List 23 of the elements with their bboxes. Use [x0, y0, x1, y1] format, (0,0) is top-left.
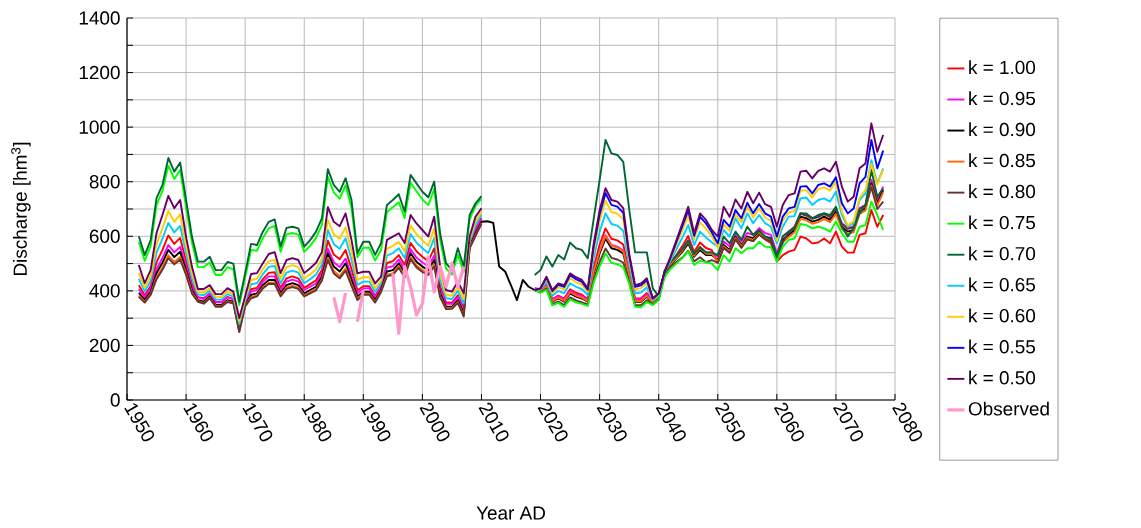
y-tick-label: 400: [89, 284, 120, 298]
y-tick-label: 0: [110, 393, 120, 407]
legend-label: k = 0.85: [969, 153, 1036, 168]
legend-label: k = 0.80: [969, 184, 1036, 199]
legend-label: Observed: [968, 401, 1049, 416]
legend-label: k = 1.00: [969, 60, 1036, 75]
legend-label: k = 0.60: [969, 308, 1036, 323]
legend-label: k = 0.75: [969, 215, 1036, 230]
legend-label: k = 0.90: [969, 122, 1036, 137]
legend-label: k = 0.55: [969, 339, 1036, 354]
line-series: [533, 139, 885, 300]
x-axis-title: Year AD: [476, 506, 545, 520]
y-tick-label: 200: [89, 338, 120, 353]
y-tick-label: 1400: [79, 11, 120, 25]
y-tick-label: 800: [89, 175, 120, 189]
y-tick-label: 600: [89, 229, 120, 243]
legend-label: k = 0.50: [969, 370, 1036, 385]
y-tick-label: 1200: [79, 65, 120, 80]
y-tick-label: 1000: [79, 120, 120, 134]
y-axis-title: Discharge [hm$^{3}$]: [11, 142, 31, 276]
legend-label: k = 0.65: [969, 277, 1036, 292]
legend-label: k = 0.95: [969, 91, 1036, 106]
legend-label: k = 0.70: [969, 246, 1036, 261]
